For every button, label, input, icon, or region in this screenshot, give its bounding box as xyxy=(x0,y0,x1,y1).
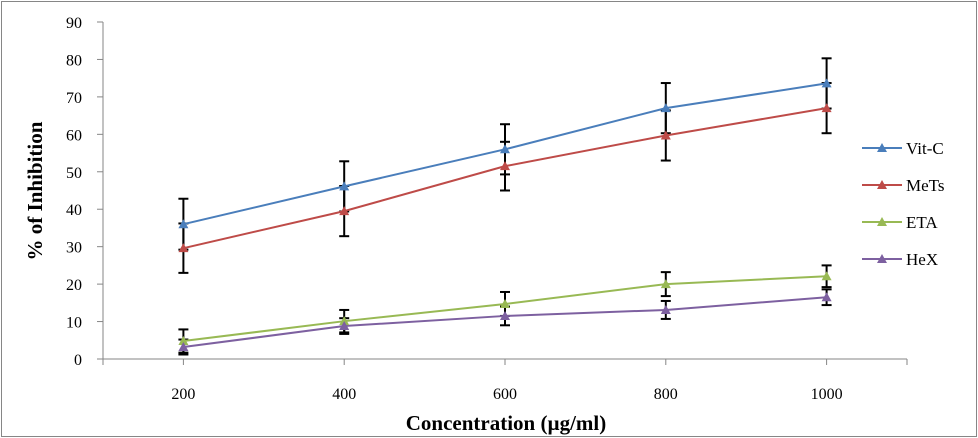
y-tick-label: 20 xyxy=(66,277,82,294)
data-point-vit-c xyxy=(500,144,510,154)
triangle-marker-icon xyxy=(877,143,887,152)
legend-label: Vit-C xyxy=(906,139,944,158)
data-point-hex xyxy=(500,310,510,320)
legend-item-eta: ETA xyxy=(862,213,938,232)
triangle-marker-icon xyxy=(877,217,887,226)
y-tick-label: 80 xyxy=(66,52,82,69)
legend: Vit-C MeTs ETA HeX xyxy=(862,139,944,269)
y-tick-label: 50 xyxy=(66,165,82,182)
data-point-mets xyxy=(660,130,671,140)
data-point-hex xyxy=(339,321,350,331)
axes: 0 10 20 30 40 50 60 70 80 90 200 400 600 800 1000 xyxy=(66,15,908,403)
legend-label: ETA xyxy=(906,213,938,232)
data-point-hex xyxy=(821,292,832,302)
data-point-hex xyxy=(178,342,189,352)
data-point-mets xyxy=(178,243,189,253)
triangle-marker-icon xyxy=(877,180,887,189)
data-point-mets xyxy=(821,103,832,113)
y-tick-label: 70 xyxy=(66,90,82,107)
data-point-eta xyxy=(821,271,832,281)
x-tick-label: 600 xyxy=(493,386,517,403)
data-point-eta xyxy=(178,336,189,346)
y-tick-label: 10 xyxy=(66,315,82,332)
data-point-eta xyxy=(660,279,671,289)
y-tick-label: 60 xyxy=(66,127,82,144)
y-tick-label: 90 xyxy=(66,15,82,32)
legend-label: MeTs xyxy=(906,176,944,195)
data-point-hex xyxy=(660,304,671,314)
data-point-vit-c xyxy=(821,78,832,88)
triangle-marker-icon xyxy=(877,254,887,263)
error-bars xyxy=(178,57,832,356)
x-tick-label: 200 xyxy=(171,386,195,403)
legend-item-vit-c: Vit-C xyxy=(862,139,944,158)
data-point-eta xyxy=(500,298,510,308)
y-tick-label: 30 xyxy=(66,240,82,257)
data-point-vit-c xyxy=(339,181,350,191)
data-point-eta xyxy=(339,316,350,326)
y-tick-label: 0 xyxy=(74,352,82,369)
x-tick-label: 1000 xyxy=(811,386,843,403)
x-axis-title: Concentration (µg/ml) xyxy=(406,411,606,435)
data-point-vit-c xyxy=(178,219,189,229)
x-tick-label: 400 xyxy=(332,386,356,403)
data-point-vit-c xyxy=(660,103,671,113)
x-tick-label: 800 xyxy=(654,386,678,403)
series-markers xyxy=(178,78,832,352)
legend-item-mets: MeTs xyxy=(862,176,944,195)
legend-label: HeX xyxy=(906,250,938,269)
data-point-mets xyxy=(339,206,350,216)
y-axis-title: % of Inhibition xyxy=(23,121,47,260)
y-tick-label: 40 xyxy=(66,202,82,219)
data-point-mets xyxy=(500,161,510,171)
legend-item-hex: HeX xyxy=(862,250,938,269)
